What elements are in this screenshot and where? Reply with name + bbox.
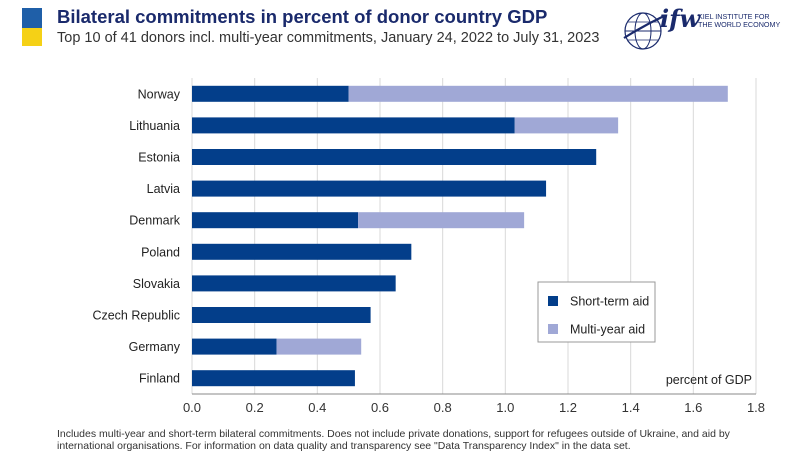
globe-icon (623, 12, 665, 50)
bar-multi-year (276, 338, 362, 355)
x-tick-label: 1.2 (559, 400, 577, 415)
category-label: Lithuania (129, 119, 180, 133)
ukraine-flag-blue (22, 8, 42, 28)
category-label: Estonia (138, 151, 180, 165)
ifw-logo: ifw KIEL INSTITUTE FOR THE WORLD ECONOMY (620, 4, 790, 54)
bar-short-term (192, 117, 515, 134)
chart-subtitle: Top 10 of 41 donors incl. multi-year com… (57, 30, 600, 46)
x-tick-label: 1.8 (747, 400, 765, 415)
x-axis-label: percent of GDP (666, 373, 752, 387)
bar-short-term (192, 180, 547, 197)
bar-short-term (192, 149, 597, 165)
category-label: Czech Republic (92, 309, 180, 323)
legend-label: Multi-year aid (570, 323, 645, 337)
bar-short-term (192, 307, 371, 323)
x-tick-label: 0.6 (371, 400, 389, 415)
x-tick-label: 0.8 (434, 400, 452, 415)
x-tick-label: 1.0 (496, 400, 514, 415)
legend-label: Short-term aid (570, 295, 649, 309)
bar-short-term (192, 212, 359, 229)
category-label: Poland (141, 245, 180, 259)
bar-short-term (192, 338, 277, 355)
bar-short-term (192, 275, 396, 292)
bar-chart: 0.0 0.2 0.4 0.6 0.8 1.0 1.2 1.4 1.6 1.8 Norway Lith… (92, 78, 765, 415)
category-label: Latvia (147, 182, 180, 196)
logo-text-line2: THE WORLD ECONOMY (698, 20, 781, 29)
x-tick-label: 0.0 (183, 400, 201, 415)
footnote: Includes multi-year and short-term bilat… (57, 428, 730, 452)
bar-multi-year (358, 212, 525, 229)
bar-multi-year (348, 85, 728, 102)
x-tick-label: 0.4 (308, 400, 326, 415)
category-label: Norway (138, 87, 181, 101)
legend-swatch (548, 296, 558, 306)
bar-short-term (192, 370, 355, 387)
ukraine-flag-yellow (22, 28, 42, 46)
bar-short-term (192, 85, 349, 102)
category-label: Germany (129, 340, 181, 354)
bar-short-term (192, 243, 412, 260)
x-tick-label: 0.2 (246, 400, 264, 415)
logo-wordmark: ifw (660, 4, 701, 33)
x-tick-label: 1.4 (622, 400, 640, 415)
x-tick-label: 1.6 (684, 400, 702, 415)
bar-multi-year (514, 117, 619, 134)
logo-text-line1: KIEL INSTITUTE FOR (698, 12, 770, 21)
category-label: Slovakia (133, 277, 180, 291)
category-label: Finland (139, 372, 180, 386)
chart-title: Bilateral commitments in percent of dono… (57, 6, 548, 27)
category-label: Denmark (129, 214, 180, 228)
legend-swatch (548, 324, 558, 334)
